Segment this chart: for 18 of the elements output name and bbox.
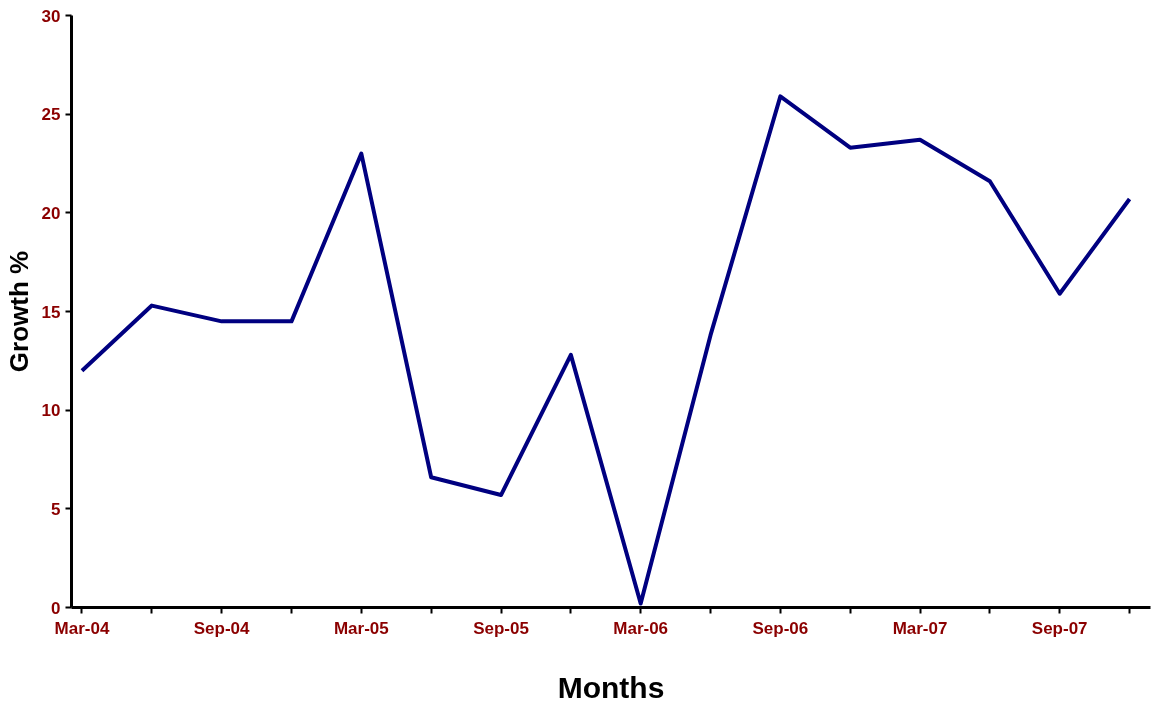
x-axis-title: Months: [557, 670, 665, 704]
x-tick-label: Mar-06: [613, 618, 669, 638]
x-tick-label: Sep-07: [1031, 618, 1088, 638]
y-tick-label: 20: [41, 203, 61, 223]
y-tick-label: 15: [41, 302, 61, 322]
y-tick-label: 30: [41, 6, 61, 26]
y-tick-label: 25: [41, 105, 61, 125]
x-tick-label: Mar-04: [54, 618, 110, 638]
y-axis-title: Growth %: [3, 250, 34, 373]
x-tick-label: Sep-05: [473, 618, 529, 638]
y-tick-label: 0: [51, 598, 61, 618]
y-tick-label: 10: [41, 401, 61, 421]
line-series: [79, 94, 1132, 606]
x-tick-label: Sep-06: [752, 618, 809, 638]
x-tick-label: Mar-07: [892, 618, 948, 638]
x-tick-label: Sep-04: [193, 618, 251, 638]
y-tick-label: 5: [51, 499, 61, 519]
x-tick-label: Mar-05: [333, 618, 389, 638]
